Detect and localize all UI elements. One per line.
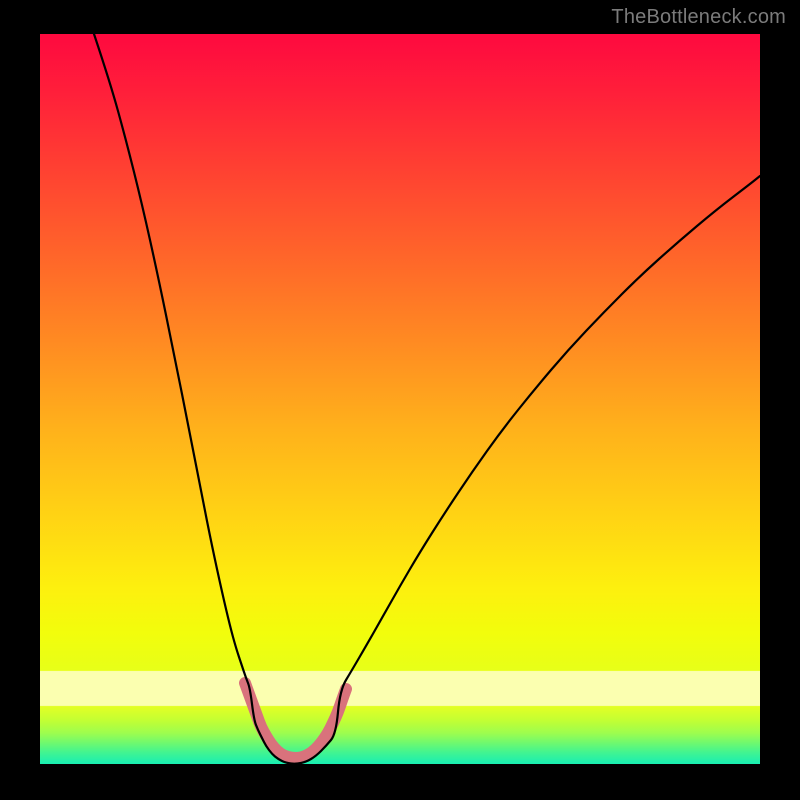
bottleneck-curve bbox=[94, 34, 760, 764]
marker-strip bbox=[245, 683, 346, 758]
watermark-text: TheBottleneck.com bbox=[611, 6, 786, 29]
chart-svg bbox=[0, 0, 800, 800]
